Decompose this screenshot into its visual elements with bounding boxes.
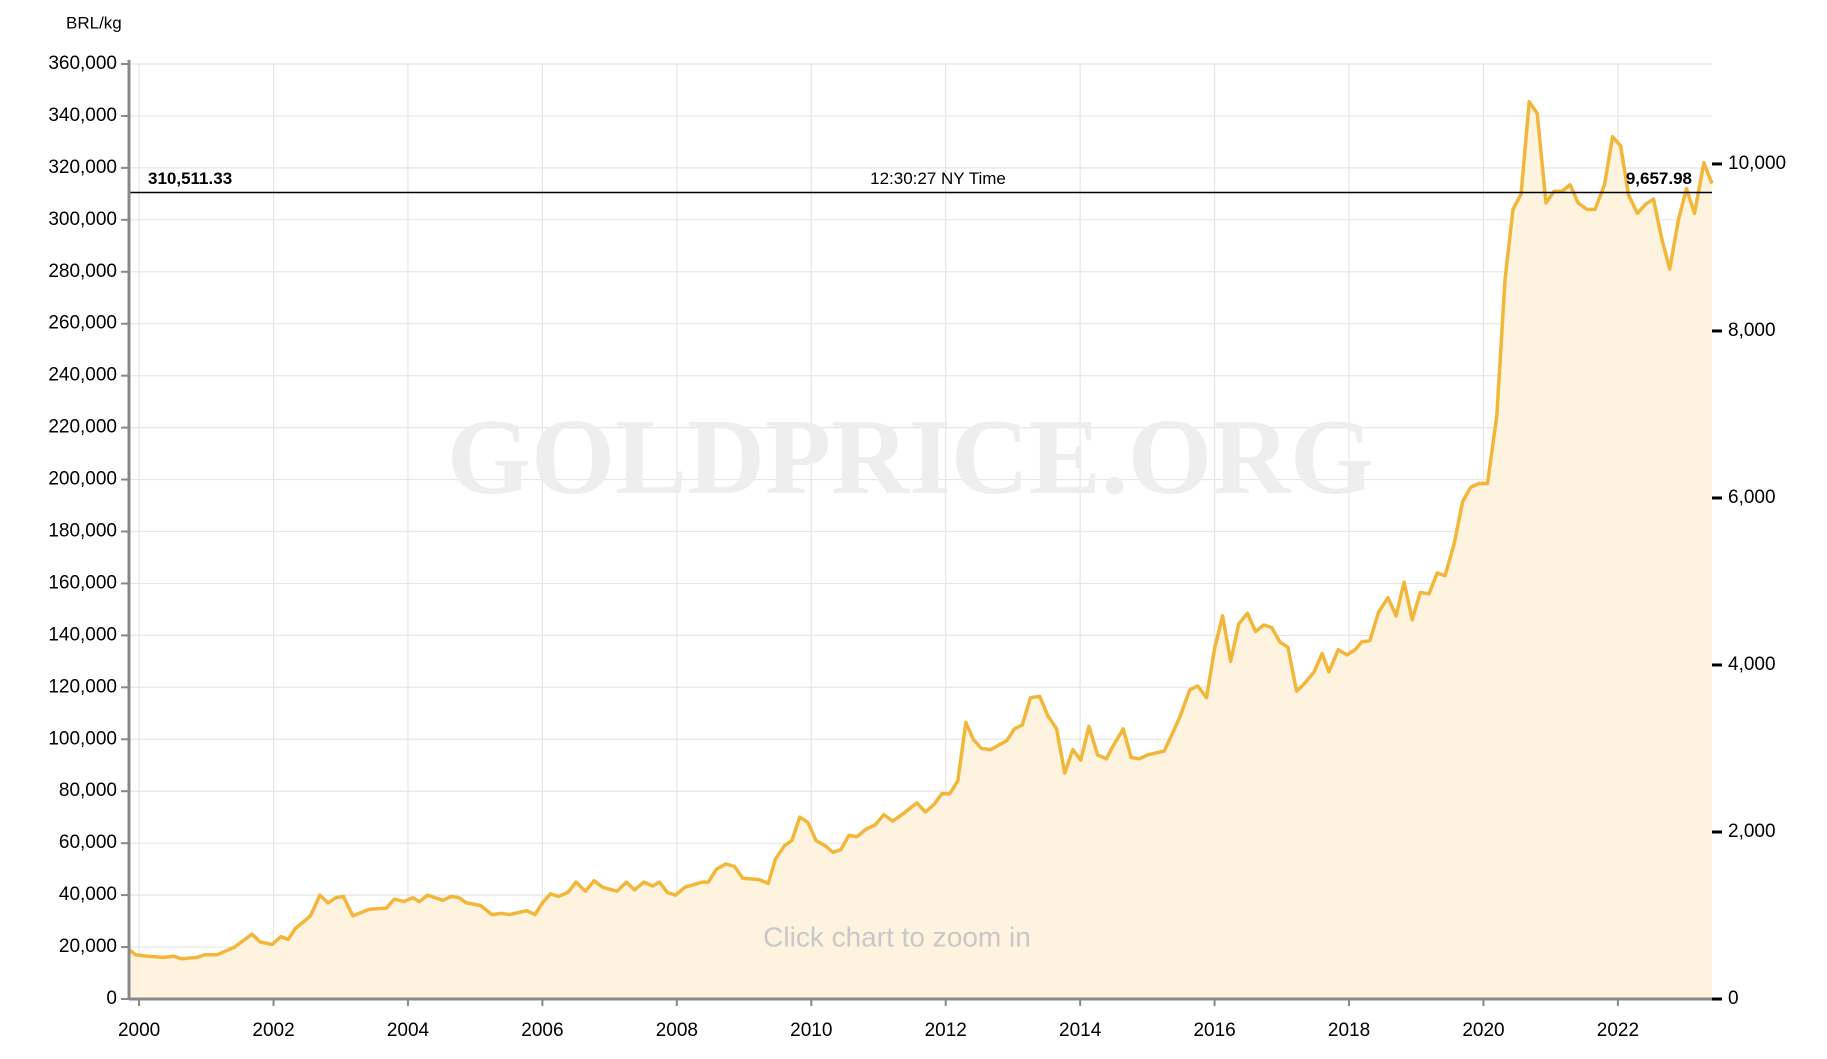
y-tick-label: 40,000 [59,884,117,905]
x-tick-label: 2010 [790,1020,832,1041]
current-price-label: 310,511.33 [148,169,232,188]
y-tick-label: 340,000 [48,105,117,126]
x-tick-label: 2000 [118,1020,160,1041]
x-tick-label: 2022 [1597,1020,1639,1041]
y-tick-label: 280,000 [48,261,117,282]
y-tick-label: 0 [106,988,117,1009]
x-tick-label: 2014 [1059,1020,1102,1041]
x-tick-label: 2006 [521,1020,563,1041]
y-tick-label: 200,000 [48,469,117,490]
watermark: GOLDPRICE.ORG [447,398,1374,517]
x-tick-label: 2004 [387,1020,430,1041]
y-tick-label: 120,000 [48,676,117,697]
y-tick-label: 240,000 [48,365,117,386]
y-tick-label: 160,000 [48,572,117,593]
current-price-y2-label: 9,657.98 [1626,169,1692,188]
y-tick-label: 360,000 [48,53,117,74]
y-axis-label: BRL/kg [66,13,122,32]
y2-tick-label: 2,000 [1728,821,1776,842]
y-tick-label: 100,000 [48,728,117,749]
y-tick-label: 260,000 [48,313,117,334]
y2-tick-label: 6,000 [1728,487,1776,508]
y-tick-label: 320,000 [48,157,117,178]
y-tick-label: 220,000 [48,417,117,438]
x-tick-label: 2012 [925,1020,967,1041]
x-tick-label: 2016 [1193,1020,1235,1041]
x-tick-label: 2002 [252,1020,294,1041]
y-tick-label: 300,000 [48,209,117,230]
y-tick-label: 60,000 [59,832,117,853]
price-line [127,99,1714,961]
time-label: 12:30:27 NY Time [870,169,1006,188]
area [129,101,1712,999]
y2-tick-label: 8,000 [1728,320,1776,341]
y2-tick-label: 0 [1728,988,1739,1009]
zoom-hint: Click chart to zoom in [763,921,1031,952]
y-tick-label: 80,000 [59,780,117,801]
y-tick-label: 140,000 [48,624,117,645]
x-tick-label: 2020 [1462,1020,1504,1041]
x-tick-label: 2008 [656,1020,698,1041]
y-tick-label: 20,000 [59,936,117,957]
y2-tick-label: 10,000 [1728,153,1786,174]
y-tick-label: 180,000 [48,521,117,542]
x-tick-label: 2018 [1328,1020,1370,1041]
y2-tick-label: 4,000 [1728,654,1776,675]
